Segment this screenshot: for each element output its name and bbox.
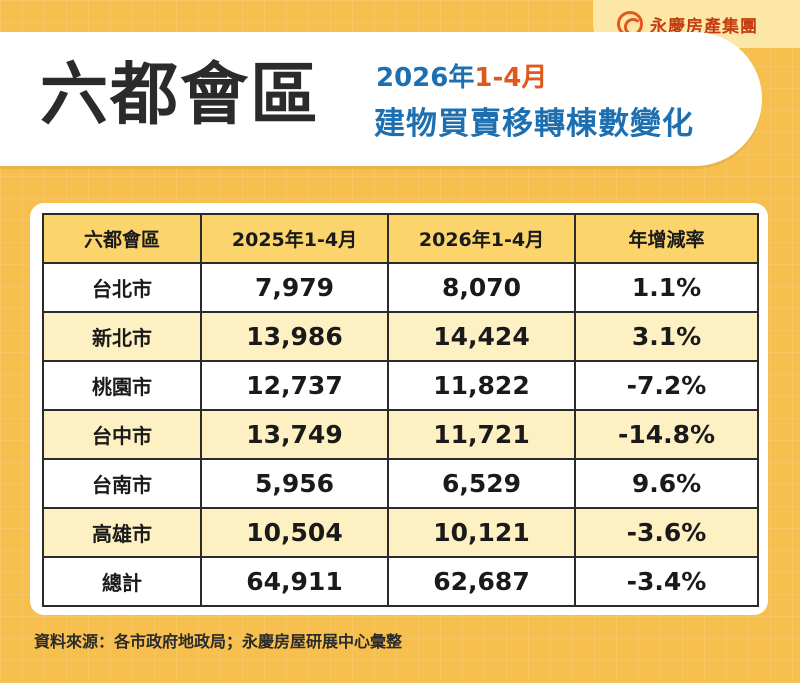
- value-cell: 64,911: [200, 556, 389, 607]
- subtitle-year: 2026年: [376, 63, 475, 93]
- value-cell: 12,737: [200, 360, 389, 411]
- column-header: 六都會區: [42, 213, 202, 264]
- value-cell: 13,749: [200, 409, 389, 460]
- table-row: 台南市 5,956 6,529 9.6%: [42, 458, 759, 509]
- title-banner: [0, 32, 762, 166]
- value-cell: 11,822: [387, 360, 576, 411]
- table-row: 台北市 7,979 8,070 1.1%: [42, 262, 759, 313]
- change-cell: 3.1%: [574, 311, 759, 362]
- region-cell: 桃園市: [42, 360, 202, 411]
- region-cell: 台南市: [42, 458, 202, 509]
- source-note: 資料來源：各市政府地政局；永慶房屋研展中心彙整: [34, 632, 403, 651]
- value-cell: 5,956: [200, 458, 389, 509]
- change-cell: 9.6%: [574, 458, 759, 509]
- value-cell: 14,424: [387, 311, 576, 362]
- value-cell: 6,529: [387, 458, 576, 509]
- value-cell: 13,986: [200, 311, 389, 362]
- value-cell: 7,979: [200, 262, 389, 313]
- change-cell: 1.1%: [574, 262, 759, 313]
- region-cell: 高雄市: [42, 507, 202, 558]
- brand-name: 永慶房產集團: [650, 16, 758, 37]
- data-table: 六都會區 2025年1-4月 2026年1-4月 年增減率 台北市 7,979 8,…: [42, 213, 759, 607]
- change-cell: -3.4%: [574, 556, 759, 607]
- subtitle-range: 1-4月: [474, 63, 548, 93]
- column-header: 2025年1-4月: [200, 213, 389, 264]
- region-cell: 台中市: [42, 409, 202, 460]
- value-cell: 8,070: [387, 262, 576, 313]
- page-title: 六都會區: [40, 56, 321, 135]
- subtitle-period: 2026年1-4月: [376, 62, 547, 94]
- column-header: 年增減率: [574, 213, 759, 264]
- value-cell: 10,504: [200, 507, 389, 558]
- change-cell: -14.8%: [574, 409, 759, 460]
- region-cell: 新北市: [42, 311, 202, 362]
- table-row: 台中市 13,749 11,721 -14.8%: [42, 409, 759, 460]
- value-cell: 62,687: [387, 556, 576, 607]
- region-cell: 台北市: [42, 262, 202, 313]
- change-cell: -7.2%: [574, 360, 759, 411]
- table-row: 桃園市 12,737 11,822 -7.2%: [42, 360, 759, 411]
- value-cell: 10,121: [387, 507, 576, 558]
- change-cell: -3.6%: [574, 507, 759, 558]
- table-header-row: 六都會區 2025年1-4月 2026年1-4月 年增減率: [42, 213, 759, 264]
- table-body: 台北市 7,979 8,070 1.1% 新北市 13,986 14,424 3.1% 桃園市 1…: [42, 262, 759, 607]
- region-cell: 總計: [42, 556, 202, 607]
- table-row: 高雄市 10,504 10,121 -3.6%: [42, 507, 759, 558]
- table-row: 總計 64,911 62,687 -3.4%: [42, 556, 759, 607]
- table-row: 新北市 13,986 14,424 3.1%: [42, 311, 759, 362]
- subtitle-description: 建物買賣移轉棟數變化: [374, 106, 694, 142]
- column-header: 2026年1-4月: [387, 213, 576, 264]
- value-cell: 11,721: [387, 409, 576, 460]
